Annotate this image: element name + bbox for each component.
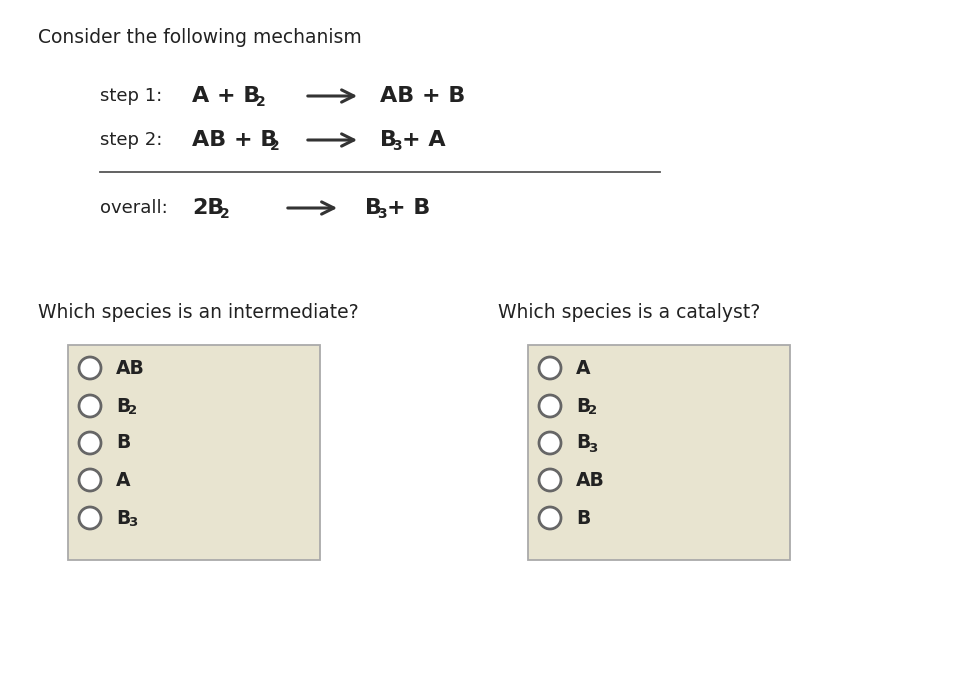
Text: 2: 2 (270, 139, 279, 153)
Text: B: B (576, 508, 590, 528)
Text: AB: AB (116, 358, 145, 378)
Text: A: A (116, 471, 131, 489)
Text: Which species is an intermediate?: Which species is an intermediate? (38, 303, 359, 323)
Text: B: B (576, 396, 590, 416)
Text: 2: 2 (256, 95, 266, 109)
Text: overall:: overall: (100, 199, 168, 217)
FancyBboxPatch shape (68, 345, 320, 560)
Circle shape (539, 432, 561, 454)
Circle shape (539, 395, 561, 417)
Circle shape (539, 357, 561, 379)
Text: + A: + A (402, 130, 445, 150)
Text: 2: 2 (128, 405, 137, 418)
Text: Which species is a catalyst?: Which species is a catalyst? (498, 303, 760, 323)
Circle shape (79, 507, 101, 529)
Text: AB: AB (576, 471, 605, 489)
Text: B: B (116, 396, 131, 416)
Circle shape (539, 507, 561, 529)
Text: 3: 3 (392, 139, 401, 153)
Text: 2: 2 (588, 405, 597, 418)
Text: A + B: A + B (192, 86, 260, 106)
Text: 2: 2 (220, 207, 229, 221)
Text: B: B (116, 508, 131, 528)
Text: 3: 3 (588, 442, 597, 455)
Text: AB + B: AB + B (380, 86, 466, 106)
Text: step 2:: step 2: (100, 131, 162, 149)
Text: B: B (365, 198, 382, 218)
Circle shape (79, 357, 101, 379)
Text: 3: 3 (377, 207, 387, 221)
Circle shape (539, 469, 561, 491)
Circle shape (79, 469, 101, 491)
Text: AB + B: AB + B (192, 130, 277, 150)
FancyBboxPatch shape (528, 345, 790, 560)
Text: + B: + B (387, 198, 430, 218)
Text: step 1:: step 1: (100, 87, 162, 105)
Text: B: B (576, 433, 590, 453)
Text: B: B (116, 433, 131, 453)
Text: A: A (576, 358, 590, 378)
Text: Consider the following mechanism: Consider the following mechanism (38, 28, 362, 47)
Circle shape (79, 395, 101, 417)
Text: 3: 3 (128, 517, 137, 530)
Circle shape (79, 432, 101, 454)
Text: 2B: 2B (192, 198, 225, 218)
Text: B: B (380, 130, 397, 150)
